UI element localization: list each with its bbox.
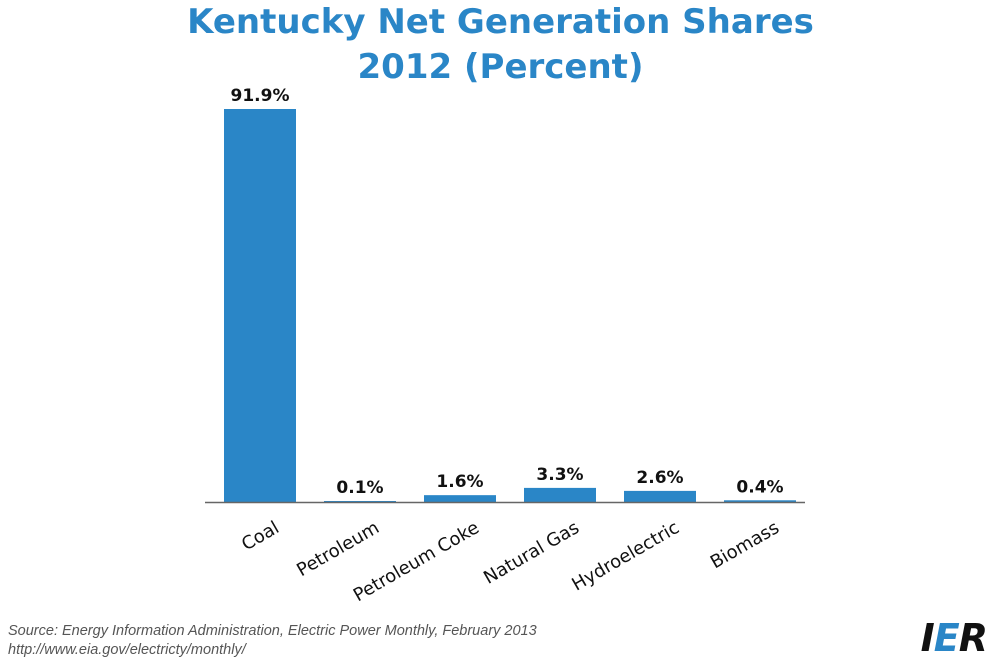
- category-label: Petroleum: [293, 517, 383, 581]
- logo-letter-i: I: [920, 616, 935, 660]
- value-label: 0.1%: [336, 478, 383, 498]
- value-label: 1.6%: [436, 472, 483, 492]
- source-url: http://www.eia.gov/electricty/monthly/: [8, 642, 246, 658]
- category-label: Biomass: [707, 517, 783, 573]
- value-label: 3.3%: [536, 465, 583, 485]
- logo-letter-e: E: [933, 616, 960, 660]
- category-label: Coal: [238, 517, 283, 555]
- category-label: Hydroelectric: [568, 517, 682, 595]
- value-label: 0.4%: [736, 477, 783, 497]
- bar-biomass: [724, 500, 796, 502]
- bar-natural-gas: [524, 487, 596, 502]
- bar-petroleum: [324, 501, 396, 502]
- bar-coal: [224, 109, 296, 502]
- category-label: Natural Gas: [480, 517, 583, 588]
- logo-letter-r: R: [958, 616, 988, 660]
- bar-petroleum-coke: [424, 495, 496, 502]
- chart-title-line1: Kentucky Net Generation Shares: [187, 2, 814, 42]
- ier-logo: IER: [920, 616, 988, 660]
- bar-hydroelectric: [624, 490, 696, 502]
- source-citation: Source: Energy Information Administratio…: [8, 623, 537, 639]
- value-label: 91.9%: [231, 86, 290, 106]
- value-label: 2.6%: [636, 468, 683, 488]
- chart-title-line2: 2012 (Percent): [357, 47, 644, 87]
